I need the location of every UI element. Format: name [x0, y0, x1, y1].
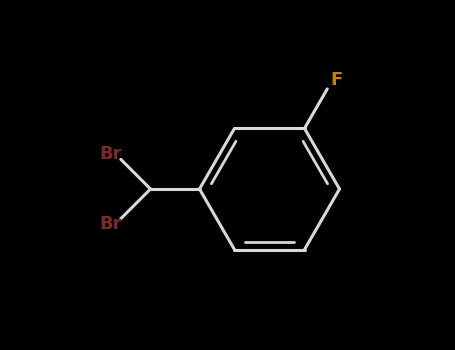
- Text: Br: Br: [99, 145, 121, 163]
- Text: Br: Br: [99, 215, 121, 233]
- Text: F: F: [330, 71, 342, 89]
